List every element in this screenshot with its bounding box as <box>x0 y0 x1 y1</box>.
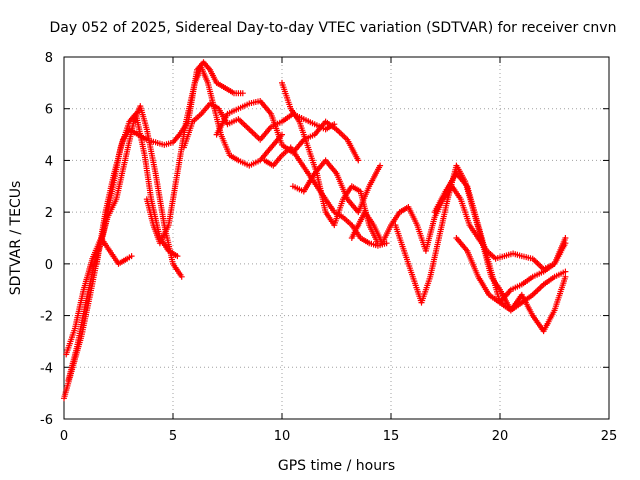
y-axis-label: SDTVAR / TECUs <box>8 181 24 296</box>
series-trace-10 <box>289 157 384 216</box>
series-trace-6 <box>180 100 338 151</box>
plot-frame <box>63 56 610 420</box>
y-tick-label: -2 <box>40 310 53 325</box>
series-trace-14 <box>453 235 569 306</box>
series-trace-11 <box>348 183 569 272</box>
series-trace-5 <box>143 64 285 247</box>
x-axis-label: GPS time / hours <box>278 458 395 474</box>
x-tick-label: 5 <box>169 429 177 444</box>
y-tick-label: 4 <box>45 154 53 169</box>
x-tick-label: 10 <box>274 429 291 444</box>
ticks: 0 5 10 15 20 25 -6 -4 -2 0 2 4 6 8 <box>40 51 617 444</box>
series-line <box>67 112 178 381</box>
y-tick-label: 0 <box>45 258 53 273</box>
series-trace-4 <box>93 59 246 267</box>
x-tick-label: 0 <box>60 429 68 444</box>
y-tick-label: 6 <box>45 103 53 118</box>
y-tick-label: 2 <box>45 206 53 221</box>
y-tick-label: 8 <box>45 51 53 66</box>
series-markers <box>453 235 569 306</box>
x-tick-label: 25 <box>601 429 618 444</box>
y-tick-label: -6 <box>40 413 53 428</box>
x-tick-label: 15 <box>383 429 400 444</box>
series-markers <box>289 157 384 216</box>
grid <box>64 57 609 419</box>
series-trace-9 <box>279 79 381 247</box>
series-markers <box>143 64 285 247</box>
x-tick-label: 20 <box>492 429 509 444</box>
series-markers <box>348 183 569 272</box>
series-group <box>61 59 569 402</box>
series-markers <box>180 100 338 151</box>
series-markers <box>93 59 246 267</box>
chart-title: Day 052 of 2025, Sidereal Day-to-day VTE… <box>50 20 617 36</box>
y-tick-label: -4 <box>40 361 53 376</box>
